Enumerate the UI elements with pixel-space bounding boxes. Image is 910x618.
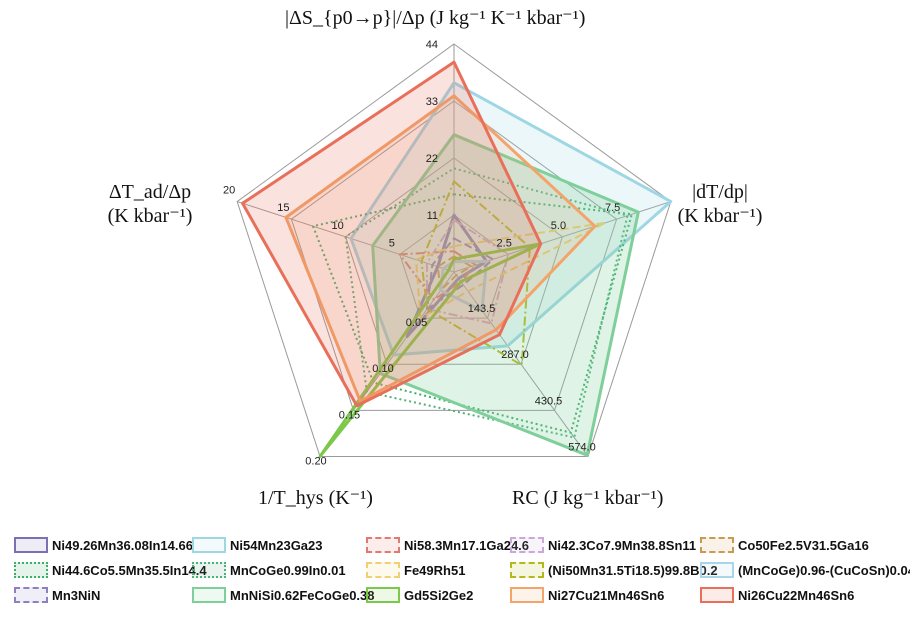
- legend-label: Gd5Si2Ge2: [404, 587, 474, 603]
- tick-label-Thys-4: 0.20: [305, 455, 326, 467]
- legend-item: Co50Fe2.5V31.5Ga16: [700, 533, 869, 557]
- legend-item: Ni27Cu21Mn46Sn6: [510, 583, 664, 607]
- axis-title-entropy-unit: (J kg⁻¹ K⁻¹ kbar⁻¹): [429, 7, 586, 29]
- tick-label-RC-2: 287.0: [501, 349, 529, 361]
- legend-label: Ni42.3Co7.9Mn38.8Sn11: [548, 537, 697, 553]
- tick-label-RC-3: 430.5: [535, 395, 563, 407]
- series-10: [426, 237, 495, 310]
- series-13: [284, 94, 597, 403]
- axis-title-dtad: ΔT_ad/Δp (K kbar⁻¹): [90, 180, 210, 228]
- legend-swatch: [192, 587, 226, 603]
- series-12: [318, 242, 543, 458]
- tick-label-dTad-3: 15: [277, 202, 289, 214]
- legend-label: Fe49Rh51: [404, 562, 466, 578]
- series-3: [425, 219, 510, 325]
- legend-item: Ni58.3Mn17.1Ga24.6: [366, 533, 529, 557]
- axis-title-thys-unit: (K⁻¹): [328, 487, 373, 509]
- legend-item: Ni49.26Mn36.08In14.66: [14, 533, 193, 557]
- grid-ring-4: [236, 43, 672, 457]
- tick-label-Thys-2: 0.10: [372, 363, 393, 375]
- legend-swatch: [14, 587, 48, 603]
- legend-item: MnNiSi0.62FeCoGe0.38: [192, 583, 375, 607]
- legend-swatch: [700, 562, 734, 578]
- legend-swatch: [510, 562, 544, 578]
- axis-title-thys: 1/T_hys (K⁻¹): [258, 486, 373, 510]
- axis-title-dtdp-unit: (K kbar⁻¹): [677, 205, 763, 227]
- axis-title-dtad-label: ΔT_ad/Δp: [108, 181, 192, 203]
- radar-tick-labels: 11 22 33 44 2.5 5.0 7.5 143.5 287.0 430.5 574.0 0.0…: [223, 39, 620, 467]
- legend-label: MnCoGe0.99In0.01: [230, 562, 346, 578]
- tick-label-dS-3: 33: [426, 96, 438, 108]
- series-11: [371, 133, 640, 457]
- legend: Ni49.26Mn36.08In14.66 Ni54Mn23Ga23 Ni58.3M…: [14, 533, 910, 613]
- legend-label: Ni26Cu22Mn46Sn6: [738, 587, 855, 603]
- legend-swatch: [510, 537, 544, 553]
- axis-title-entropy-label: |ΔS_{p0→p}|/Δp: [285, 7, 425, 29]
- grid-ring-2: [344, 157, 564, 365]
- axis-title-thys-label: 1/T_hys: [258, 487, 324, 509]
- legend-item: Ni42.3Co7.9Mn38.8Sn11: [510, 533, 696, 557]
- axis-title-rc-unit: (J kg⁻¹ kbar⁻¹): [543, 487, 664, 509]
- legend-item: Fe49Rh51: [366, 558, 465, 582]
- axis-title-entropy: |ΔS_{p0→p}|/Δp (J kg⁻¹ K⁻¹ kbar⁻¹): [285, 6, 585, 30]
- legend-item: Mn3NiN: [14, 583, 100, 607]
- tick-label-dS-1: 11: [427, 210, 438, 222]
- legend-label: Mn3NiN: [52, 587, 101, 603]
- legend-swatch: [14, 562, 48, 578]
- series-1: [349, 81, 673, 357]
- series-5: [312, 193, 633, 434]
- tick-label-RC-1: 143.5: [468, 303, 496, 315]
- legend-label: Ni58.3Mn17.1Ga24.6: [404, 537, 530, 553]
- legend-label: Co50Fe2.5V31.5Ga16: [738, 537, 869, 553]
- axis-title-rc-label: RC: [512, 487, 539, 509]
- tick-label-Thys-1: 0.05: [406, 317, 427, 329]
- tick-label-Thys-3: 0.15: [339, 409, 360, 421]
- series-14: [241, 60, 543, 408]
- legend-swatch: [366, 537, 400, 553]
- axis-title-dtdp: |dT/dp| (K kbar⁻¹): [665, 180, 775, 228]
- series-8: [420, 180, 531, 367]
- radar-chart: 11 22 33 44 2.5 5.0 7.5 143.5 287.0 430.5 574.0 0.0…: [223, 39, 673, 467]
- axis-title-dtdp-label: |dT/dp|: [692, 181, 748, 203]
- legend-swatch: [366, 587, 400, 603]
- legend-swatch: [14, 537, 48, 553]
- tick-label-dTdp-1: 2.5: [497, 237, 512, 249]
- axis-spoke-dTdp: [453, 201, 671, 273]
- legend-item: Ni44.6Co5.5Mn35.5In14.4: [14, 558, 207, 582]
- tick-label-dTad-1: 5: [389, 237, 395, 249]
- legend-item: (Ni50Mn31.5Ti18.5)99.8B0.2: [510, 558, 718, 582]
- axis-title-dtad-unit: (K kbar⁻¹): [107, 205, 193, 227]
- legend-item: Ni54Mn23Ga23: [192, 533, 323, 557]
- legend-label: Ni49.26Mn36.08In14.66: [52, 537, 193, 553]
- tick-label-dTad-4: 20: [223, 185, 235, 197]
- tick-label-dTdp-3: 7.5: [605, 202, 620, 214]
- legend-label: Ni27Cu21Mn46Sn6: [548, 587, 665, 603]
- legend-swatch: [192, 562, 226, 578]
- series-4: [436, 255, 473, 292]
- legend-swatch: [510, 587, 544, 603]
- legend-item: (MnCoGe)0.96-(CuCoSn)0.04: [700, 558, 910, 582]
- tick-label-dTad-2: 10: [331, 220, 343, 232]
- tick-label-dS-4: 44: [426, 39, 438, 51]
- tick-label-dS-2: 22: [426, 153, 438, 165]
- legend-label: (MnCoGe)0.96-(CuCoSn)0.04: [738, 562, 910, 578]
- radar-series-layer: [241, 60, 673, 458]
- legend-swatch: [700, 537, 734, 553]
- legend-item: MnCoGe0.99In0.01: [192, 558, 346, 582]
- legend-label: Ni44.6Co5.5Mn35.5In14.4: [52, 562, 207, 578]
- legend-item: Gd5Si2Ge2: [366, 583, 473, 607]
- legend-swatch: [700, 587, 734, 603]
- legend-label: Ni54Mn23Ga23: [230, 537, 323, 553]
- axis-title-rc: RC (J kg⁻¹ kbar⁻¹): [512, 486, 663, 510]
- tick-label-RC-4: 574.0: [568, 441, 596, 453]
- legend-swatch: [366, 562, 400, 578]
- legend-swatch: [192, 537, 226, 553]
- tick-label-dTdp-2: 5.0: [551, 220, 566, 232]
- legend-label: MnNiSi0.62FeCoGe0.38: [230, 587, 375, 603]
- legend-item: Ni26Cu22Mn46Sn6: [700, 583, 854, 607]
- legend-label: (Ni50Mn31.5Ti18.5)99.8B0.2: [548, 562, 718, 578]
